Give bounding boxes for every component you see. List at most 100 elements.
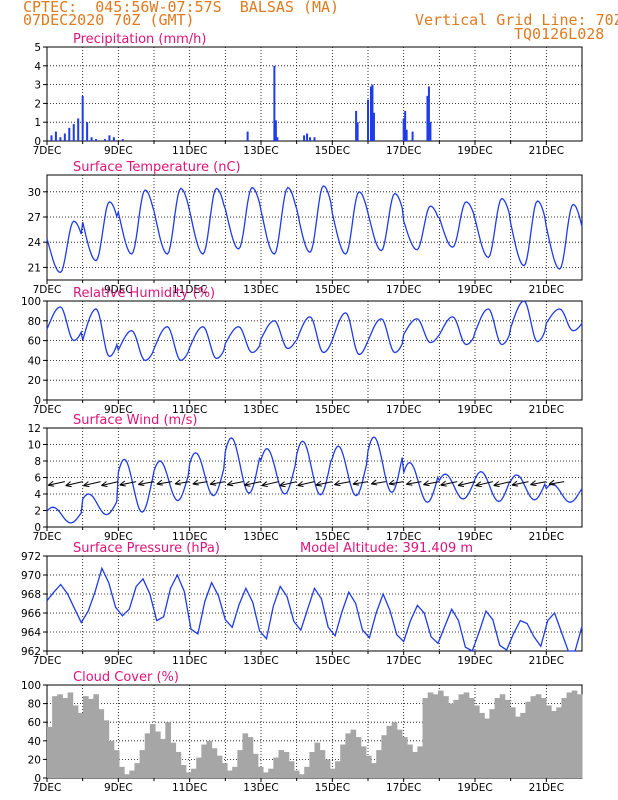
precip-bar [313, 137, 316, 141]
precip-bar [371, 84, 374, 141]
cloud-bar [288, 761, 295, 778]
cloud-bar [489, 709, 496, 778]
precip-bar [54, 131, 57, 141]
cloud-bar [566, 692, 573, 778]
cloud-bar [196, 757, 202, 778]
y-tick-label: 30 [28, 187, 41, 199]
cloud-bar [52, 696, 58, 778]
y-tick-label: 968 [21, 589, 41, 601]
y-tick-label: 10 [28, 440, 41, 452]
cloud-bar [67, 692, 74, 778]
panel-frame [46, 174, 583, 281]
y-tick-label: 20 [28, 754, 41, 766]
cloud-bar [165, 722, 171, 778]
x-tick-label: 9DEC [104, 145, 133, 157]
x-tick-label: 11DEC [172, 782, 207, 794]
cloud-bar [515, 716, 521, 778]
cloud-bar [504, 699, 511, 778]
cloud-bar [263, 772, 269, 778]
y-tick-label: 12 [28, 423, 41, 435]
x-tick-label: 15DEC [315, 531, 350, 543]
wind-arrow-head [548, 479, 556, 486]
wind-arrow-head [119, 480, 126, 487]
x-tick-label: 15DEC [315, 404, 350, 416]
x-tick-label: 7DEC [33, 404, 62, 416]
precip-bar [355, 110, 358, 141]
wind-arrow-head [315, 480, 322, 487]
cloud-bar [283, 751, 290, 778]
wind-arrow [371, 481, 386, 485]
cloud-bar [350, 729, 357, 778]
x-tick-label: 21DEC [529, 655, 564, 667]
cloud-bar [185, 772, 192, 778]
x-tick-label: 21DEC [529, 531, 564, 543]
cloud-bar [376, 750, 382, 778]
panel-title: Surface Wind (m/s) [73, 413, 197, 428]
x-tick-label: 13DEC [243, 655, 278, 667]
panel-title: Surface Pressure (hPa) [73, 541, 220, 556]
cloud-bar [83, 696, 89, 778]
precip-bar [81, 95, 84, 141]
y-tick-label: 2 [34, 506, 41, 518]
y-tick-label: 40 [28, 355, 41, 367]
y-tick-label: 966 [21, 608, 41, 620]
y-tick-label: 24 [28, 237, 42, 249]
cloud-bar [268, 768, 274, 778]
cloud-bar [360, 746, 367, 778]
x-tick-label: 21DEC [529, 284, 564, 296]
y-tick-label: 6 [34, 473, 41, 485]
precip-bar [429, 122, 432, 141]
precip-bar [50, 135, 53, 141]
station-header: CPTEC: 045:56W-07:57S BALSAS (MA) [23, 0, 340, 16]
cloud-bar [139, 750, 146, 778]
cloud-bar [335, 761, 341, 778]
panel-title: Surface Temperature (nC) [73, 160, 241, 175]
cloud-bar [391, 722, 398, 778]
y-tick-label: 962 [21, 646, 41, 658]
wind-arrow [210, 481, 226, 485]
precip-bar [95, 139, 98, 141]
y-tick-label: 80 [28, 699, 41, 711]
wind-arrow [297, 481, 315, 486]
panel-4: 7DEC 9DEC 11DEC 13DEC 15DEC 17DEC 19DEC 21DEC 96… [21, 541, 583, 667]
cloud-bar [422, 698, 429, 778]
cloud-bar [237, 750, 243, 778]
y-tick-label: 60 [28, 336, 41, 348]
cloud-bar [535, 694, 542, 778]
cloud-bar [432, 694, 439, 778]
x-tick-label: 15DEC [315, 782, 350, 794]
precip-bar [274, 120, 277, 141]
panel-0: 7DEC 9DEC 11DEC 13DEC 15DEC 17DEC 19DEC 21DEC 0 1… [33, 32, 583, 157]
precip-bar [273, 65, 276, 141]
y-tick-label: 4 [34, 61, 41, 73]
cloud-bar [108, 740, 115, 778]
model-altitude: Model Altitude: 391.409 m [300, 541, 473, 556]
cloud-bar [576, 694, 583, 778]
precip-bar [103, 139, 106, 141]
cloud-bar [134, 763, 141, 778]
panel-1: 7DEC 9DEC 11DEC 13DEC 15DEC 17DEC 19DEC 21DEC 21… [28, 160, 583, 296]
precip-bar [303, 135, 306, 141]
cloud-bar [520, 712, 526, 778]
cloud-bar [494, 698, 501, 778]
cloud-bar [396, 729, 403, 778]
precip-bar [112, 137, 115, 141]
y-tick-label: 40 [28, 736, 41, 748]
wind-arrow-head [406, 479, 413, 486]
y-tick-label: 80 [28, 316, 41, 328]
wind-arrow [440, 481, 458, 486]
wind-arrow-head [192, 479, 199, 486]
precip-bar [68, 127, 71, 141]
wind-arrow-head [423, 480, 430, 487]
wind-arrow-head [83, 481, 90, 488]
wind-arrow [101, 481, 119, 486]
cloud-bar [72, 705, 79, 778]
wind-arrow-head [279, 481, 286, 488]
cloud-bar [319, 750, 326, 778]
wind-arrow-head [244, 480, 251, 487]
precip-bar [63, 133, 66, 141]
x-tick-label: 19DEC [457, 284, 492, 296]
cloud-bar [540, 698, 547, 778]
cloud-bar [98, 709, 105, 778]
cloud-bar [401, 737, 408, 778]
